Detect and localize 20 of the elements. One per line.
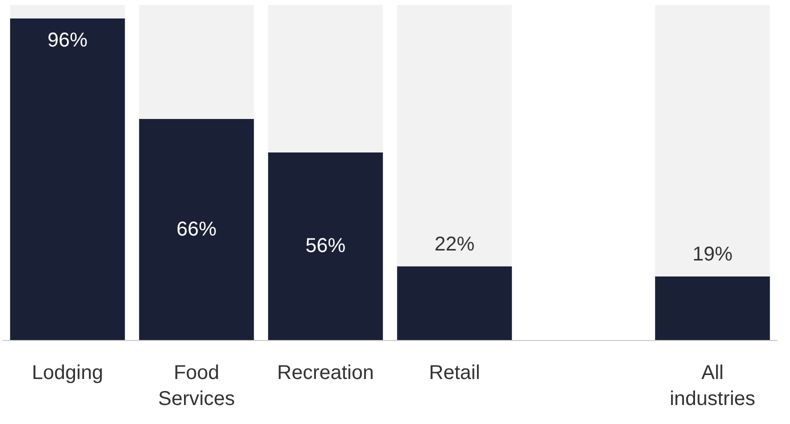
bar [139,5,254,119]
x-tick-label: Retail [428,362,480,384]
bar [10,5,125,18]
bar [655,276,770,340]
data-label: 96% [47,29,88,52]
bar [10,18,125,340]
bar [397,5,512,266]
bar [397,266,512,340]
data-label: 19% [692,243,733,266]
bar [268,5,383,152]
x-tick-label: All industries [670,362,756,410]
x-tick-label: Recreation [277,362,374,384]
data-label: 22% [434,233,475,256]
x-tick-label: Food Services [158,362,235,410]
x-tick-label: Lodging [32,362,104,384]
bar [268,152,383,340]
data-label: 66% [176,218,217,240]
bar [655,5,770,276]
data-label: 56% [305,235,346,258]
bar [139,118,254,340]
